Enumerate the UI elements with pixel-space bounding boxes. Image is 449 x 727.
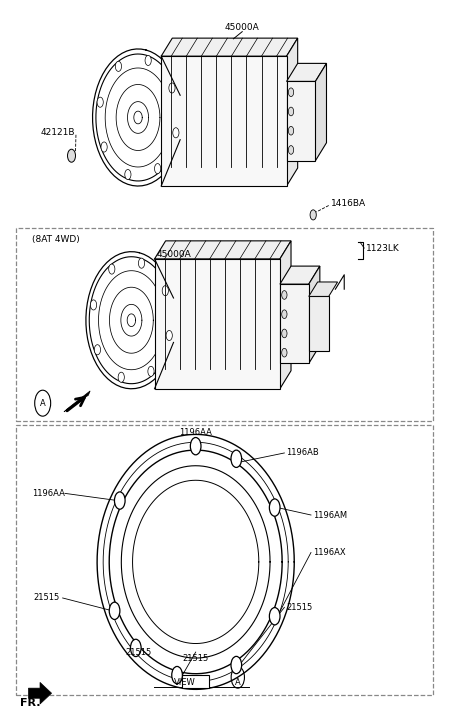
Circle shape <box>282 291 287 300</box>
Circle shape <box>166 331 172 340</box>
Polygon shape <box>309 282 338 297</box>
Text: 45000A: 45000A <box>156 250 191 259</box>
Circle shape <box>282 348 287 357</box>
Circle shape <box>67 149 75 162</box>
Circle shape <box>94 345 101 355</box>
Text: 1196AM: 1196AM <box>313 510 348 520</box>
Circle shape <box>288 107 294 116</box>
Text: 1196AA: 1196AA <box>31 489 65 498</box>
Text: 21515: 21515 <box>125 648 151 657</box>
Circle shape <box>90 300 97 310</box>
Circle shape <box>109 602 120 619</box>
Circle shape <box>190 438 201 455</box>
Circle shape <box>172 667 182 684</box>
Text: A: A <box>40 398 45 408</box>
Polygon shape <box>315 63 326 161</box>
Circle shape <box>154 164 161 174</box>
Text: 21515: 21515 <box>183 654 209 662</box>
Circle shape <box>269 608 280 625</box>
Circle shape <box>118 372 124 382</box>
Text: 45000A: 45000A <box>225 23 260 32</box>
Circle shape <box>282 329 287 338</box>
Bar <box>280 284 309 364</box>
Text: 1196AX: 1196AX <box>313 548 346 557</box>
Circle shape <box>97 97 103 108</box>
Bar <box>286 81 315 161</box>
Bar <box>16 228 433 421</box>
Circle shape <box>169 83 175 93</box>
Circle shape <box>115 61 122 71</box>
Circle shape <box>148 366 154 377</box>
Bar <box>161 56 286 186</box>
Text: 1196AA: 1196AA <box>179 428 212 437</box>
Bar <box>309 297 329 351</box>
Polygon shape <box>154 241 291 259</box>
Circle shape <box>310 210 316 220</box>
Polygon shape <box>28 683 52 704</box>
Circle shape <box>109 264 115 274</box>
Polygon shape <box>309 266 320 364</box>
Circle shape <box>231 656 242 674</box>
Text: (8AT 4WD): (8AT 4WD) <box>31 235 79 244</box>
Polygon shape <box>286 38 298 186</box>
Text: A: A <box>235 678 241 687</box>
Text: VIEW: VIEW <box>174 678 196 687</box>
Polygon shape <box>286 63 326 81</box>
Text: 1416BA: 1416BA <box>331 199 366 208</box>
Text: 1196AB: 1196AB <box>286 449 319 457</box>
Circle shape <box>288 145 294 154</box>
Circle shape <box>231 450 242 467</box>
Bar <box>154 259 280 389</box>
Bar <box>16 425 433 695</box>
Circle shape <box>288 126 294 135</box>
Polygon shape <box>280 266 320 284</box>
Circle shape <box>138 258 145 268</box>
Polygon shape <box>280 241 291 389</box>
Circle shape <box>282 310 287 318</box>
Circle shape <box>288 88 294 97</box>
Polygon shape <box>64 391 90 411</box>
Text: 21515: 21515 <box>286 603 313 612</box>
Circle shape <box>162 286 168 296</box>
Text: 21515: 21515 <box>34 593 60 603</box>
Circle shape <box>173 128 179 138</box>
Bar <box>182 675 209 688</box>
Text: 1123LK: 1123LK <box>366 244 400 252</box>
Circle shape <box>125 169 131 180</box>
Circle shape <box>114 492 125 509</box>
Polygon shape <box>161 38 298 56</box>
Circle shape <box>131 639 141 656</box>
Text: FR.: FR. <box>20 698 40 707</box>
Circle shape <box>101 142 107 152</box>
Circle shape <box>269 499 280 516</box>
Circle shape <box>145 55 151 65</box>
Text: 42121B: 42121B <box>40 128 75 137</box>
